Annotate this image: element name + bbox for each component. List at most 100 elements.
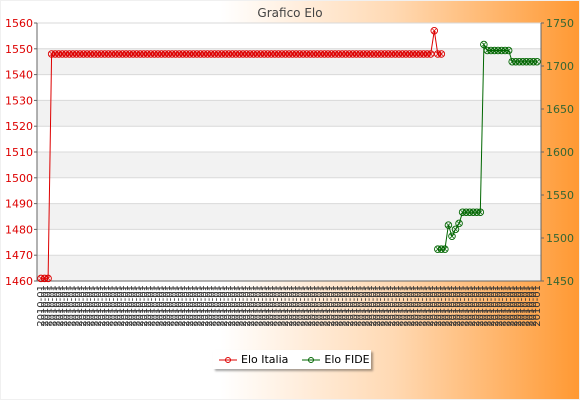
- x-tick-label: 2010-01: [448, 285, 459, 327]
- x-tick-label: 2010-01: [376, 285, 387, 327]
- data-point: [430, 26, 439, 35]
- legend: Elo Italia Elo FIDE: [213, 350, 371, 369]
- x-tick-label: 2010-01: [131, 285, 142, 327]
- x-tick-label: 2010-01: [47, 285, 58, 327]
- x-tick-label: 2010-01: [406, 285, 417, 327]
- x-tick-label: 2010-01: [383, 285, 394, 327]
- x-tick-label: 2010-01: [387, 285, 398, 327]
- x-tick-label: 2010-01: [421, 285, 432, 327]
- x-tick-label: 2010-01: [524, 285, 535, 327]
- grid-band: [37, 255, 541, 281]
- x-tick-label: 2010-01: [284, 285, 295, 327]
- x-tick-label: 2010-01: [490, 285, 501, 327]
- x-tick-label: 2010-01: [429, 285, 440, 327]
- x-tick-label: 2010-01: [295, 285, 306, 327]
- x-tick-label: 2010-01: [532, 285, 543, 327]
- data-point: [444, 221, 453, 229]
- y-left-tick-label: 1500: [5, 172, 33, 185]
- x-tick-label: 2010-01: [318, 285, 329, 327]
- x-tick-label: 2010-01: [124, 285, 135, 327]
- y-right-tick-label: 1600: [546, 146, 574, 159]
- x-tick-label: 2010-01: [200, 285, 211, 327]
- x-tick-label: 2010-01: [337, 285, 348, 327]
- x-tick-label: 2010-01: [166, 285, 177, 327]
- x-tick-label: 2010-01: [414, 285, 425, 327]
- x-tick-label: 2010-01: [105, 285, 116, 327]
- x-tick-label: 2010-01: [162, 285, 173, 327]
- x-tick-label: 2010-01: [440, 285, 451, 327]
- x-tick-label: 2010-01: [93, 285, 104, 327]
- x-tick-label: 2010-01: [479, 285, 490, 327]
- x-tick-label: 2010-01: [150, 285, 161, 327]
- data-point: [480, 40, 488, 49]
- x-tick-label: 2010-01: [299, 285, 310, 327]
- legend-label-elo-fide: Elo FIDE: [324, 353, 370, 366]
- series-elo-fide: [434, 40, 541, 253]
- x-tick-label: 2010-01: [398, 285, 409, 327]
- grid-band: [37, 100, 541, 127]
- x-tick-label: 2010-01: [70, 285, 81, 327]
- x-tick-label: 2010-01: [467, 285, 478, 327]
- x-tick-label: 2010-01: [55, 285, 66, 327]
- x-tick-label: 2010-01: [192, 285, 203, 327]
- data-point: [455, 219, 463, 228]
- data-point: [44, 274, 52, 283]
- x-tick-label: 2010-01: [505, 285, 516, 327]
- y-right-tick-label: 1750: [546, 17, 574, 30]
- x-tick-label: 2010-01: [509, 285, 520, 327]
- series-layer: [37, 26, 541, 283]
- x-tick-label: 2010-01: [97, 285, 108, 327]
- x-tick-label: 2010-01: [501, 285, 512, 327]
- x-tick-label: 2010-01: [498, 285, 509, 327]
- x-tick-label: 2010-01: [452, 285, 463, 327]
- legend-swatch-elo-italia: [219, 356, 237, 363]
- legend-label-elo-italia: Elo Italia: [241, 353, 289, 366]
- x-tick-label: 2010-01: [36, 285, 47, 327]
- y-right-tick-label: 1650: [546, 103, 574, 116]
- x-tick-label: 2010-01: [349, 285, 360, 327]
- x-tick-label: 2010-01: [307, 285, 318, 327]
- chart-title: Grafico Elo: [257, 6, 322, 20]
- x-tick-label: 2010-01: [63, 285, 74, 327]
- x-tick-label: 2010-01: [231, 285, 242, 327]
- y-left-tick-label: 1560: [5, 17, 33, 30]
- y-axis-left: 1460 1470 1480 1490 1500 1510 1520 1530 1540 1550…: [5, 17, 37, 288]
- x-tick-label: 2010-01: [288, 285, 299, 327]
- x-tick-label: 2010-01: [51, 285, 62, 327]
- x-tick-label: 2010-01: [208, 285, 219, 327]
- x-tick-label: 2010-01: [269, 285, 280, 327]
- x-tick-label: 2010-01: [177, 285, 188, 327]
- plot-background: [36, 22, 542, 282]
- x-tick-label: 2010-01: [67, 285, 78, 327]
- x-tick-label: 2010-01: [89, 285, 100, 327]
- x-tick-label: 2010-01: [154, 285, 165, 327]
- x-tick-label: 2010-01: [391, 285, 402, 327]
- x-tick-label: 2010-01: [128, 285, 139, 327]
- x-tick-label: 2010-01: [471, 285, 482, 327]
- x-tick-label: 2010-01: [59, 285, 70, 327]
- x-tick-label: 2010-01: [257, 285, 268, 327]
- y-right-tick-label: 1500: [546, 232, 574, 245]
- x-tick-label: 2010-01: [212, 285, 223, 327]
- legend-entry-elo-fide: Elo FIDE: [302, 353, 370, 366]
- x-tick-label: 2010-01: [341, 285, 352, 327]
- x-tick-label: 2010-01: [242, 285, 253, 327]
- y-left-tick-label: 1510: [5, 146, 33, 159]
- x-tick-label: 2010-01: [78, 285, 89, 327]
- x-tick-label: 2010-01: [437, 285, 448, 327]
- data-point: [441, 245, 449, 253]
- legend-entry-elo-italia: Elo Italia: [219, 353, 288, 366]
- x-tick-label: 2010-01: [517, 285, 528, 327]
- x-tick-label: 2010-01: [345, 285, 356, 327]
- data-point: [476, 208, 485, 216]
- x-tick-label: 2010-01: [334, 285, 345, 327]
- x-tick-label: 2010-01: [353, 285, 364, 327]
- x-tick-label: 2010-01: [116, 285, 127, 327]
- x-tick-label: 2010-01: [246, 285, 257, 327]
- y-left-tick-label: 1540: [5, 69, 33, 82]
- y-left-tick-label: 1460: [5, 275, 33, 288]
- x-tick-label: 2010-01: [494, 285, 505, 327]
- x-tick-label: 2010-01: [303, 285, 314, 327]
